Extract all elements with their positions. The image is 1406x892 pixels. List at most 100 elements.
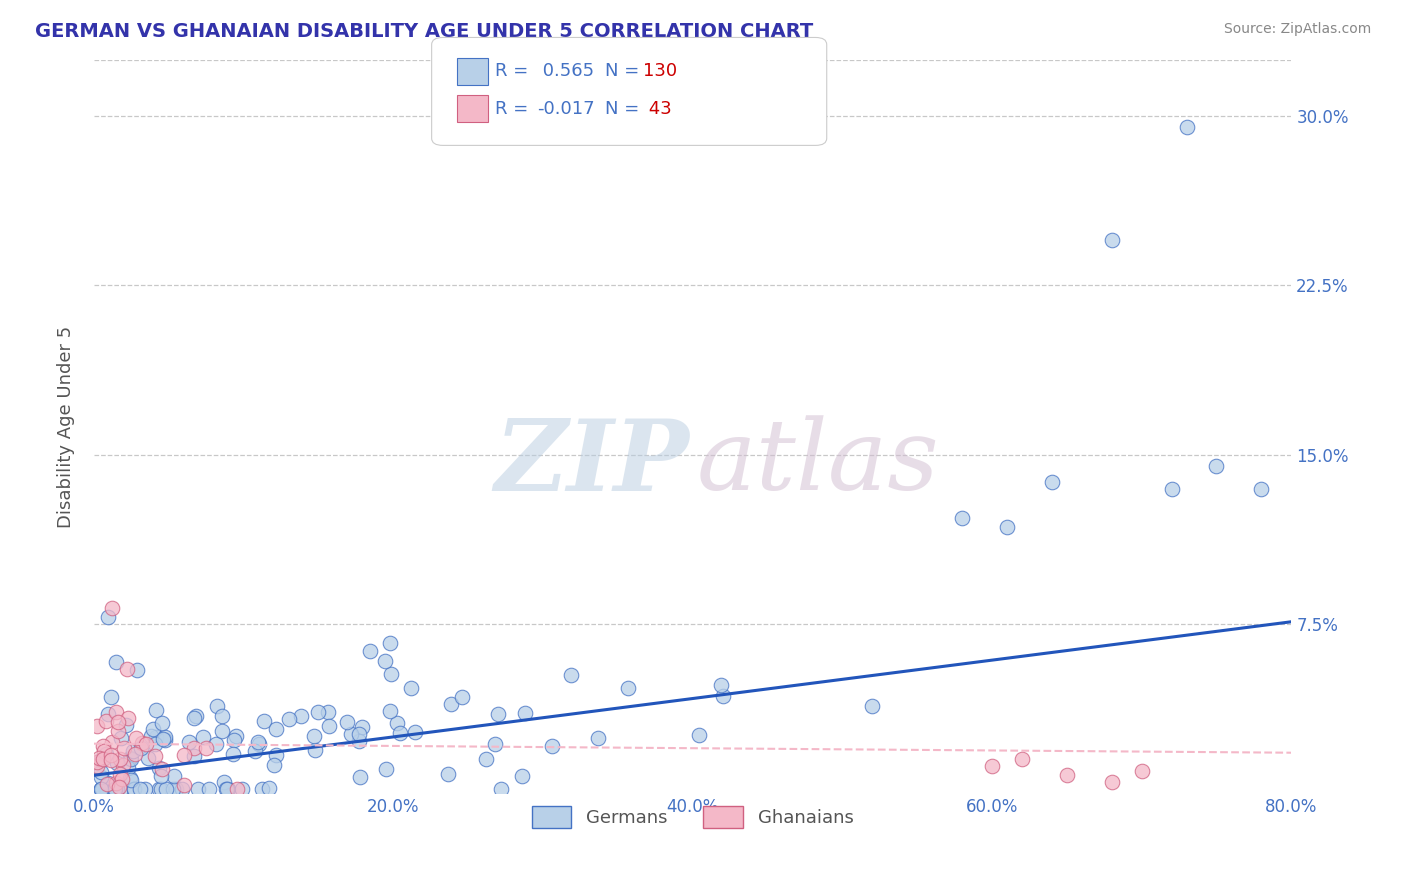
Point (125, 663, 148, 677)
Point (374, 654, 396, 668)
Legend: Germans, Ghanaians: Germans, Ghanaians (524, 799, 860, 836)
Point (100, 690, 122, 705)
Point (264, 747, 287, 762)
Point (173, 748, 195, 763)
Point (586, 731, 609, 746)
Point (225, 729, 247, 743)
Point (440, 697, 463, 711)
Point (375, 762, 398, 776)
Point (318, 705, 340, 719)
Point (243, 743, 266, 757)
Point (215, 781, 238, 796)
Point (91, 739, 114, 753)
Point (90, 781, 112, 796)
Point (129, 741, 152, 756)
Point (163, 769, 186, 783)
Point (118, 772, 141, 786)
Point (89, 751, 111, 765)
Point (91, 781, 114, 796)
Point (135, 737, 157, 751)
Point (359, 644, 381, 658)
Point (86, 755, 108, 769)
Point (860, 699, 883, 714)
Point (560, 668, 582, 682)
Text: -0.017: -0.017 (537, 100, 595, 118)
Point (222, 747, 245, 761)
Point (278, 711, 301, 725)
Point (145, 737, 167, 751)
Point (225, 781, 247, 796)
Point (120, 751, 142, 765)
Point (437, 766, 460, 780)
Point (489, 781, 512, 796)
Text: Source: ZipAtlas.com: Source: ZipAtlas.com (1223, 22, 1371, 37)
Point (96, 776, 118, 790)
Point (153, 732, 176, 747)
Point (380, 667, 402, 681)
Point (1040, 475, 1063, 489)
Point (148, 761, 170, 775)
Text: ZIP: ZIP (494, 415, 689, 511)
Point (165, 781, 187, 796)
Point (90, 753, 112, 767)
Point (187, 781, 209, 796)
Point (1250, 482, 1272, 496)
Point (388, 726, 411, 740)
Point (253, 714, 276, 729)
Point (155, 781, 177, 796)
Point (120, 751, 142, 765)
Point (104, 775, 127, 789)
Point (304, 743, 326, 757)
Point (307, 705, 329, 719)
Point (142, 722, 165, 736)
Point (139, 729, 162, 743)
Text: 43: 43 (643, 100, 671, 118)
Point (110, 731, 132, 746)
Point (136, 751, 159, 765)
Text: atlas: atlas (696, 416, 939, 511)
Point (86, 759, 108, 773)
Point (150, 715, 173, 730)
Point (94, 714, 117, 728)
Point (148, 781, 170, 796)
Point (217, 781, 239, 796)
Point (97, 610, 120, 624)
Point (475, 752, 498, 766)
Point (231, 781, 253, 796)
Point (1011, 752, 1033, 766)
Point (97, 776, 120, 790)
Point (688, 728, 710, 742)
Point (540, 739, 562, 753)
Point (247, 737, 270, 751)
Point (513, 706, 536, 720)
Point (488, 706, 510, 721)
Point (150, 781, 173, 796)
Point (117, 711, 139, 725)
Text: R =: R = (495, 100, 534, 118)
Point (94, 747, 117, 761)
Text: GERMAN VS GHANAIAN DISABILITY AGE UNDER 5 CORRELATION CHART: GERMAN VS GHANAIAN DISABILITY AGE UNDER … (35, 22, 814, 41)
Point (107, 714, 129, 729)
Point (378, 636, 401, 650)
Point (153, 730, 176, 744)
Point (120, 773, 142, 788)
Point (114, 718, 136, 732)
Point (205, 737, 228, 751)
Point (101, 735, 124, 749)
Point (318, 719, 340, 733)
Point (90, 781, 112, 796)
Point (145, 703, 167, 717)
Point (90, 771, 112, 785)
Point (340, 726, 363, 740)
Point (90, 764, 112, 779)
Point (193, 731, 215, 745)
Point (105, 756, 128, 770)
Point (101, 601, 124, 615)
Point (122, 781, 145, 796)
Point (115, 662, 138, 676)
Point (211, 709, 233, 723)
Point (1175, 120, 1198, 135)
Point (380, 704, 402, 718)
Point (484, 737, 506, 751)
Point (122, 744, 145, 758)
